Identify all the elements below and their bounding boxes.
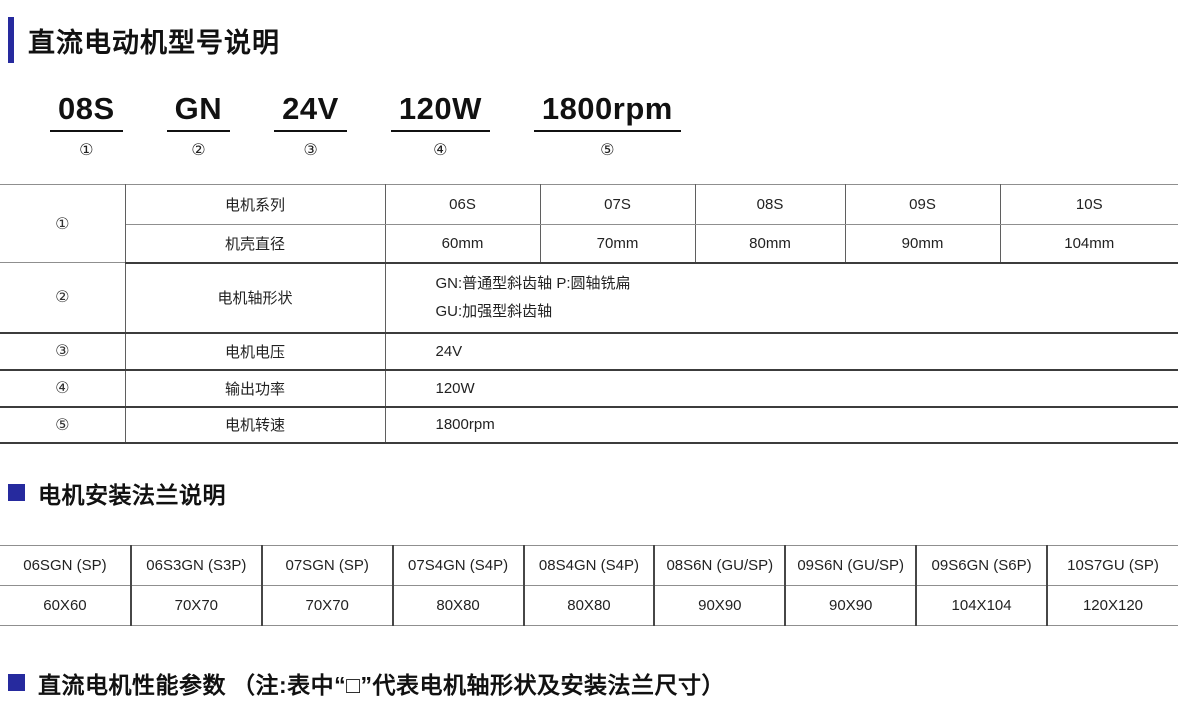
row-label: 输出功率: [124, 369, 386, 408]
circled-number-icon: ④: [433, 142, 448, 159]
shaft-desc-line1: GN:普通型斜齿轴 P:圆轴铣扁: [435, 274, 631, 292]
table-row: ⑤ 电机转速 1800rpm: [0, 406, 1178, 444]
diameter-value: 70mm: [539, 224, 696, 264]
row-marker: ③: [0, 332, 126, 371]
row-label: 电机转速: [124, 406, 386, 444]
flange-section-title: 电机安装法兰说明: [38, 481, 226, 508]
row-marker: ④: [0, 369, 126, 408]
model-part-shaft: GN ②: [166, 91, 231, 160]
flange-model: 09S6N (GU/SP): [784, 544, 918, 586]
series-value: 06S: [384, 184, 541, 225]
diameter-value: 80mm: [694, 224, 846, 264]
row-label: 电机系列: [124, 184, 386, 225]
square-bullet-icon: [8, 674, 25, 691]
flange-model: 10S7GU (SP): [1046, 544, 1178, 586]
flange-model: 06S3GN (S3P): [129, 544, 263, 586]
shaft-description: GN:普通型斜齿轴 P:圆轴铣扁 GU:加强型斜齿轴: [384, 262, 1178, 334]
voltage-value: 24V: [384, 332, 1178, 371]
flange-size: 80X80: [522, 584, 656, 626]
series-value: 09S: [844, 184, 1001, 225]
performance-section-heading: 直流电机性能参数 （注:表中“□”代表电机轴形状及安装法兰尺寸）: [8, 666, 1178, 700]
page-header: 直流电动机型号说明: [8, 17, 1178, 63]
model-part-text: GN: [166, 91, 231, 132]
model-part-speed: 1800rpm ⑤: [533, 91, 681, 160]
table-row: ④ 输出功率 120W: [0, 369, 1178, 408]
flange-size: 104X104: [915, 584, 1048, 626]
flange-size: 80X80: [391, 584, 525, 626]
row-marker: ⑤: [0, 406, 126, 444]
diameter-value: 104mm: [999, 224, 1178, 264]
circled-number-icon: ③: [303, 142, 318, 159]
flange-model: 07S4GN (S4P): [391, 544, 525, 586]
circled-number-icon: ②: [191, 142, 206, 159]
series-value: 10S: [999, 184, 1178, 225]
row-label: 电机轴形状: [124, 262, 386, 334]
table-row: ③ 电机电压 24V: [0, 332, 1178, 371]
model-part-text: 08S: [50, 91, 123, 132]
table-row: 机壳直径 60mm 70mm 80mm 90mm 104mm: [0, 224, 1178, 264]
model-part-power: 120W ④: [390, 91, 490, 160]
table-row: 06SGN (SP) 06S3GN (S3P) 07SGN (SP) 07S4G…: [0, 544, 1178, 586]
flange-model: 08S4GN (S4P): [522, 544, 656, 586]
flange-model: 08S6N (GU/SP): [653, 544, 787, 586]
flange-size: 120X120: [1046, 584, 1178, 626]
speed-value: 1800rpm: [384, 406, 1178, 444]
table-row: ① 电机系列 06S 07S 08S 09S 10S: [0, 184, 1178, 263]
row-marker: ②: [0, 262, 126, 334]
flange-size: 90X90: [784, 584, 918, 626]
row-marker: ①: [0, 184, 126, 263]
model-part-voltage: 24V ③: [274, 91, 347, 160]
series-value: 07S: [539, 184, 696, 225]
flange-size: 70X70: [129, 584, 263, 626]
model-part-text: 1800rpm: [533, 91, 681, 132]
model-part-text: 120W: [390, 91, 490, 132]
flange-model: 07SGN (SP): [260, 544, 394, 586]
table-row: ② 电机轴形状 GN:普通型斜齿轴 P:圆轴铣扁 GU:加强型斜齿轴: [0, 262, 1178, 334]
performance-section-title: 直流电机性能参数: [38, 671, 226, 698]
flange-section-heading: 电机安装法兰说明: [8, 476, 1178, 510]
row-label: 电机电压: [124, 332, 386, 371]
row-label: 机壳直径: [125, 224, 386, 264]
shaft-desc-line2: GU:加强型斜齿轴: [435, 302, 553, 320]
circled-number-icon: ①: [79, 142, 94, 159]
accent-bar-icon: [8, 17, 14, 63]
flange-size: 90X90: [653, 584, 787, 626]
model-code-row: 08S ① GN ② 24V ③ 120W ④ 1800rpm ⑤: [50, 91, 1178, 160]
flange-model: 09S6GN (S6P): [915, 544, 1048, 586]
page-title: 直流电动机型号说明: [28, 27, 280, 58]
flange-table: 06SGN (SP) 06S3GN (S3P) 07SGN (SP) 07S4G…: [0, 544, 1178, 626]
diameter-value: 90mm: [844, 224, 1001, 264]
circled-number-icon: ⑤: [600, 142, 615, 159]
diameter-value: 60mm: [384, 224, 541, 264]
model-part-series: 08S ①: [50, 91, 123, 160]
series-value: 08S: [694, 184, 846, 225]
square-bullet-icon: [8, 484, 25, 501]
flange-size: 60X60: [0, 584, 132, 626]
table-row: 60X60 70X70 70X70 80X80 80X80 90X90 90X9…: [0, 584, 1178, 626]
flange-size: 70X70: [260, 584, 394, 626]
model-part-text: 24V: [274, 91, 347, 132]
performance-section-note: （注:表中“□”代表电机轴形状及安装法兰尺寸）: [232, 671, 726, 698]
flange-model: 06SGN (SP): [0, 544, 132, 586]
power-value: 120W: [384, 369, 1178, 408]
spec-table: ① 电机系列 06S 07S 08S 09S 10S 机壳直径 60mm 70m…: [0, 184, 1178, 444]
